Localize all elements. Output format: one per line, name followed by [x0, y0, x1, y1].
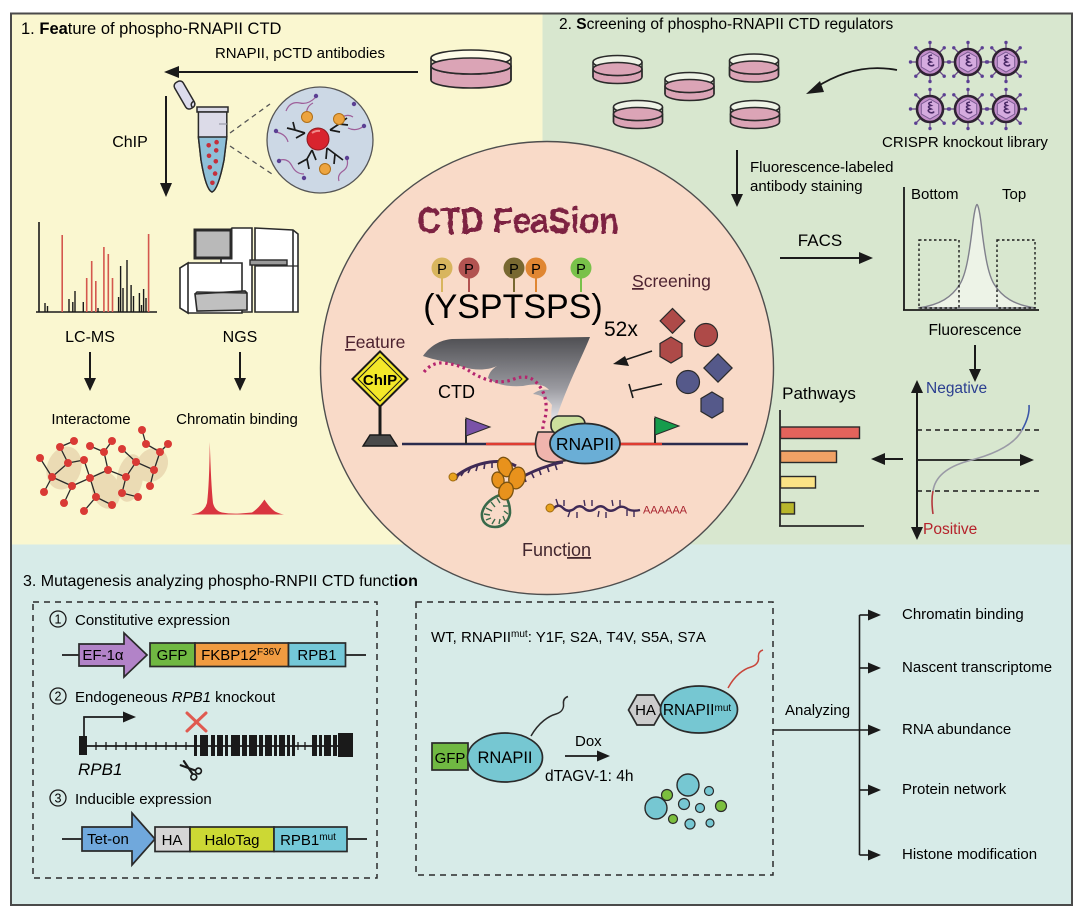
- svg-text:Positive: Positive: [923, 521, 977, 538]
- svg-text:CRISPR knockout library: CRISPR knockout library: [882, 134, 1048, 151]
- svg-text:52x: 52x: [604, 318, 638, 341]
- svg-text:P: P: [464, 262, 474, 278]
- svg-text:Endogeneous RPB1 knockout: Endogeneous RPB1 knockout: [75, 689, 276, 706]
- svg-text:Tet-on: Tet-on: [87, 831, 129, 848]
- svg-text:1. Feature of phospho-RNAPII C: 1. Feature of phospho-RNAPII CTD: [21, 20, 282, 38]
- svg-text:RNA abundance: RNA abundance: [902, 721, 1011, 738]
- svg-text:Bottom: Bottom: [911, 186, 959, 203]
- svg-text:3: 3: [55, 792, 62, 806]
- svg-text:Analyzing: Analyzing: [785, 702, 850, 719]
- svg-text:Inducible expression: Inducible expression: [75, 791, 212, 808]
- svg-text:P: P: [531, 262, 541, 278]
- svg-text:ChIP: ChIP: [363, 372, 397, 389]
- svg-text:Chromatin binding: Chromatin binding: [902, 606, 1024, 623]
- svg-text:CTD FeaSion: CTD FeaSion: [417, 202, 619, 242]
- svg-text:Screening: Screening: [632, 271, 711, 291]
- svg-text:Chromatin binding: Chromatin binding: [176, 411, 298, 428]
- svg-text:RNAPII, pCTD antibodies: RNAPII, pCTD antibodies: [215, 45, 385, 62]
- svg-text:dTAGV-1: 4h: dTAGV-1: 4h: [545, 768, 633, 785]
- svg-text:RNAPII: RNAPII: [556, 434, 614, 454]
- svg-text:P: P: [509, 262, 519, 278]
- svg-text:2: 2: [55, 690, 62, 704]
- svg-text:HA: HA: [635, 702, 656, 719]
- svg-text:NGS: NGS: [223, 329, 258, 346]
- svg-text:Negative: Negative: [926, 380, 987, 397]
- svg-text:Top: Top: [1002, 186, 1026, 203]
- svg-text:RPB1: RPB1: [297, 647, 336, 664]
- svg-text:RNAPIImut: RNAPIImut: [663, 702, 732, 719]
- svg-text:HA: HA: [162, 832, 183, 849]
- svg-text:Fluorescence: Fluorescence: [928, 322, 1021, 339]
- svg-text:Dox: Dox: [575, 733, 602, 750]
- svg-text:Interactome: Interactome: [51, 411, 130, 428]
- svg-text:P: P: [437, 262, 447, 278]
- svg-text:LC-MS: LC-MS: [65, 329, 115, 346]
- svg-text:2. Screening of phospho-RNAPI: 2. Screening of phospho-RNAPII CTD regul…: [559, 16, 894, 33]
- svg-text:ChIP: ChIP: [112, 134, 148, 151]
- svg-text:Fluorescence-labeled: Fluorescence-labeled: [750, 159, 893, 176]
- svg-text:GFP: GFP: [435, 750, 466, 767]
- svg-text:antibody staining: antibody staining: [750, 178, 863, 195]
- svg-text:Histone modification: Histone modification: [902, 846, 1037, 863]
- svg-text:(YSPTSPS): (YSPTSPS): [423, 288, 602, 326]
- svg-text:HaloTag: HaloTag: [204, 832, 259, 849]
- svg-text:P: P: [576, 262, 586, 278]
- svg-text:FACS: FACS: [798, 231, 842, 250]
- svg-text:WT, RNAPIImut: Y1F, S2A, T4V,: WT, RNAPIImut: Y1F, S2A, T4V, S5A, S7A: [431, 629, 706, 646]
- svg-text:1: 1: [55, 613, 62, 627]
- svg-text:RPB1: RPB1: [78, 760, 122, 779]
- svg-text:EF-1α: EF-1α: [82, 647, 124, 664]
- svg-text:Function: Function: [522, 540, 591, 560]
- svg-text:RNAPII: RNAPII: [477, 749, 532, 767]
- svg-text:Constitutive expression: Constitutive expression: [75, 612, 230, 629]
- svg-text:Pathways: Pathways: [782, 384, 856, 403]
- svg-text:AAAAAA: AAAAAA: [643, 505, 688, 517]
- svg-text:Protein network: Protein network: [902, 781, 1007, 798]
- svg-text:CTD: CTD: [438, 382, 475, 402]
- svg-text:GFP: GFP: [157, 647, 188, 664]
- svg-text:Feature: Feature: [345, 332, 405, 352]
- svg-text:3. Mutagenesis analyzing phosp: 3. Mutagenesis analyzing phospho-RNPII C…: [23, 573, 418, 590]
- svg-text:Nascent transcriptome: Nascent transcriptome: [902, 659, 1052, 676]
